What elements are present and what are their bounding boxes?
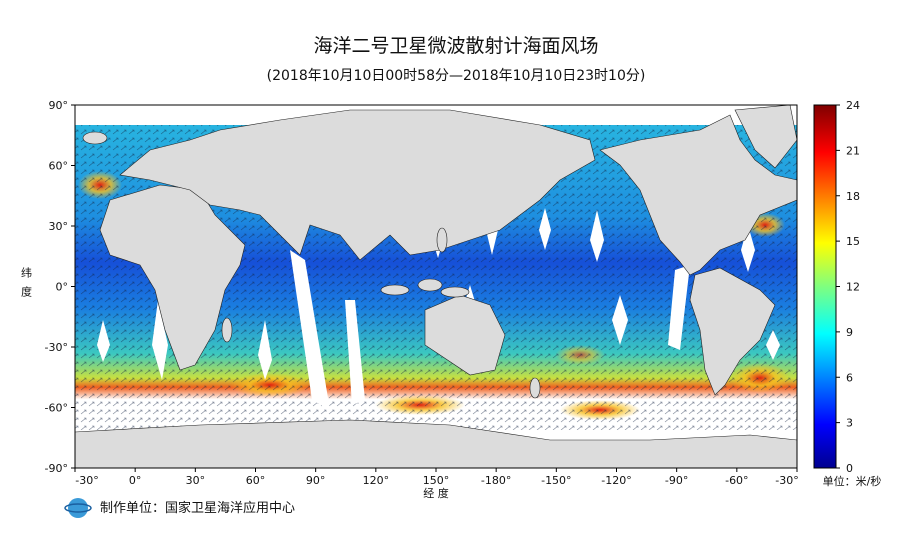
lon-tick-label: 30° bbox=[186, 474, 206, 487]
lon-tick-label: 150° bbox=[423, 474, 450, 487]
lat-tick-label: -90° bbox=[45, 462, 68, 475]
lat-tick-label: 30° bbox=[49, 220, 69, 233]
lon-tick-label: -120° bbox=[601, 474, 631, 487]
lon-tick-label: -150° bbox=[541, 474, 571, 487]
map bbox=[75, 105, 797, 468]
subtitle: (2018年10月10日00时58分—2018年10月10日23时10分) bbox=[267, 68, 646, 84]
lon-tick-label: -90° bbox=[665, 474, 688, 487]
lon-tick-label: 60° bbox=[246, 474, 266, 487]
logo bbox=[64, 498, 92, 518]
colorbar-tick-label: 15 bbox=[846, 235, 860, 248]
lon-tick-label: 120° bbox=[363, 474, 390, 487]
footer: 制作单位：国家卫星海洋应用中心 bbox=[100, 500, 295, 516]
lat-axis-label: 纬度 bbox=[20, 267, 33, 305]
colorbar-tick-label: 0 bbox=[846, 462, 853, 475]
colorbar-tick-label: 24 bbox=[846, 99, 860, 112]
lon-tick-label: -30° bbox=[75, 474, 98, 487]
lon-tick-label: -180° bbox=[481, 474, 511, 487]
lon-tick-label: 0° bbox=[129, 474, 142, 487]
colorbar-tick-label: 6 bbox=[846, 371, 853, 384]
lat-tick-label: 90° bbox=[49, 99, 69, 112]
lon-axis-label: 经 度 bbox=[423, 486, 449, 500]
lon-tick-label: -30° bbox=[775, 474, 798, 487]
colorbar-tick-label: 9 bbox=[846, 326, 853, 339]
colorbar-tick-label: 12 bbox=[846, 281, 860, 294]
lat-tick-label: 60° bbox=[49, 160, 69, 173]
lon-tick-label: 90° bbox=[306, 474, 326, 487]
lat-tick-label: -30° bbox=[45, 341, 68, 354]
colorbar-tick-label: 18 bbox=[846, 190, 860, 203]
colorbar-tick-label: 21 bbox=[846, 144, 860, 157]
colorbar-unit: 单位：米/秒 bbox=[823, 474, 882, 488]
lon-tick-label: -60° bbox=[725, 474, 748, 487]
colorbar-tick-label: 3 bbox=[846, 417, 853, 430]
colorbar bbox=[813, 104, 837, 469]
lat-tick-label: 0° bbox=[56, 281, 69, 294]
title: 海洋二号卫星微波散射计海面风场 bbox=[313, 35, 598, 57]
lat-tick-label: -60° bbox=[45, 402, 68, 415]
